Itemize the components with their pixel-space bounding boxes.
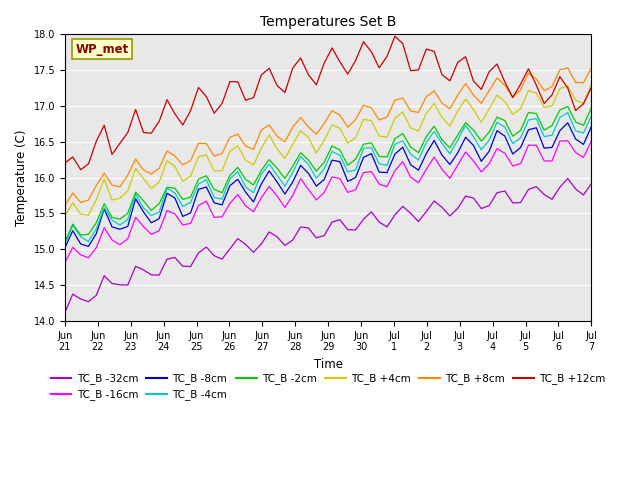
- Text: WP_met: WP_met: [76, 43, 129, 56]
- Y-axis label: Temperature (C): Temperature (C): [15, 130, 28, 226]
- Title: Temperatures Set B: Temperatures Set B: [260, 15, 396, 29]
- X-axis label: Time: Time: [314, 358, 342, 371]
- Legend: TC_B -32cm, TC_B -16cm, TC_B -8cm, TC_B -4cm, TC_B -2cm, TC_B +4cm, TC_B +8cm, T: TC_B -32cm, TC_B -16cm, TC_B -8cm, TC_B …: [47, 369, 610, 405]
